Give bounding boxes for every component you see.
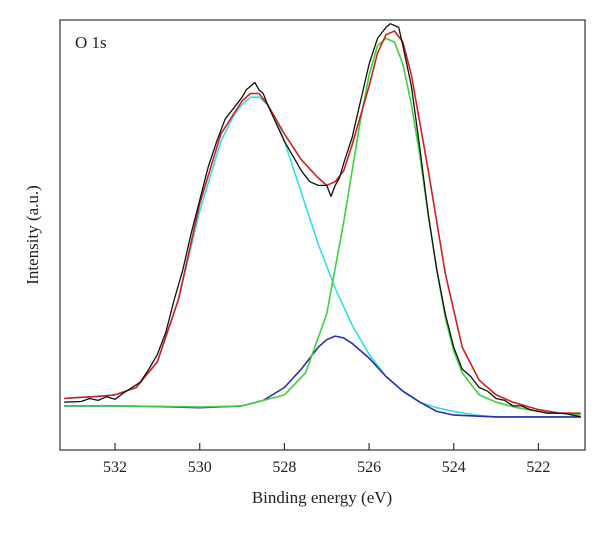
series-line-component-peak <box>64 37 581 416</box>
x-tick-label: 532 <box>103 459 127 476</box>
x-ticks: 532 530 528 526 524 522 <box>103 443 550 476</box>
series-line-component-peak <box>64 96 581 418</box>
panel-label: O 1s <box>75 33 107 52</box>
plot-frame <box>59 19 586 451</box>
series-layer <box>64 23 581 418</box>
series-line-raw-data <box>64 23 581 418</box>
series-line-envelope-fit <box>64 30 581 415</box>
y-axis-title: Intensity (a.u.) <box>23 185 42 285</box>
x-tick-label: 526 <box>357 459 381 476</box>
x-tick-label: 530 <box>188 459 212 476</box>
x-tick-label: 528 <box>272 459 296 476</box>
x-tick-label: 524 <box>442 459 466 476</box>
x-axis-title: Binding energy (eV) <box>252 488 392 507</box>
x-tick-label: 522 <box>526 459 550 476</box>
